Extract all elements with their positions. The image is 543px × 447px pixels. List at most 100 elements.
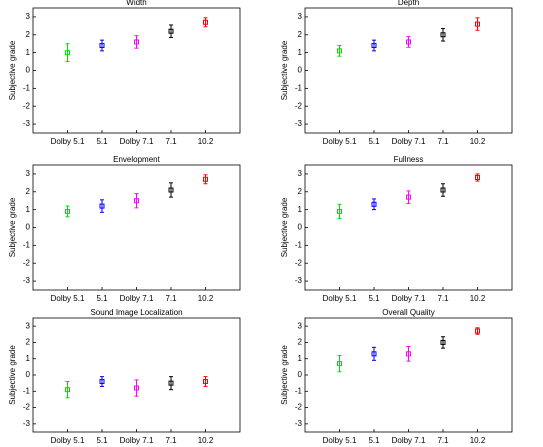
error-bar	[100, 199, 104, 213]
y-tick-label: 1	[298, 205, 303, 214]
y-tick-label: -1	[295, 83, 303, 92]
y-tick-label: -2	[295, 403, 303, 412]
error-bar	[475, 17, 480, 31]
y-axis-label: Subjective grade	[280, 197, 289, 257]
error-bar	[203, 174, 208, 185]
marker	[475, 328, 480, 334]
chart-title: Sound Image Localization	[90, 308, 182, 317]
y-tick-label: 3	[26, 169, 31, 178]
error-bar	[372, 39, 376, 52]
y-tick-label: -2	[23, 101, 31, 110]
plot-frame	[32, 317, 241, 433]
plot-frame	[32, 7, 241, 134]
y-axis-label: Subjective grade	[8, 345, 17, 405]
x-tick-label: 10.2	[470, 294, 486, 303]
x-tick-label: 5.1	[368, 436, 380, 445]
marker	[406, 39, 411, 45]
marker	[134, 385, 139, 391]
y-tick-label: -3	[23, 119, 31, 128]
marker	[337, 208, 342, 214]
plot-frame	[304, 7, 513, 134]
marker	[134, 198, 139, 204]
error-bar	[169, 24, 173, 38]
x-tick-label: 10.2	[470, 137, 486, 146]
x-tick-label: Dolby 5.1	[323, 294, 357, 303]
x-tick-label: 10.2	[470, 436, 486, 445]
error-bar	[169, 376, 173, 391]
marker	[203, 176, 208, 182]
marker	[65, 208, 70, 214]
marker	[475, 175, 480, 180]
x-tick-label: 10.2	[198, 137, 214, 146]
marker	[371, 43, 377, 48]
plot-frame	[304, 164, 513, 291]
y-tick-label: -2	[23, 403, 31, 412]
chart-title: Envelopment	[113, 155, 160, 164]
y-tick-label: -3	[23, 419, 31, 428]
error-bar	[65, 43, 70, 63]
y-tick-label: 0	[298, 223, 303, 232]
y-tick-label: -3	[23, 276, 31, 285]
marker	[203, 379, 208, 385]
marker	[371, 201, 377, 207]
y-tick-label: 2	[298, 187, 303, 196]
y-tick-label: 1	[26, 354, 31, 363]
x-tick-label: 7.1	[437, 137, 449, 146]
y-tick-label: 0	[26, 370, 31, 379]
y-tick-label: -3	[295, 276, 303, 285]
marker	[371, 351, 377, 357]
error-bar	[100, 376, 104, 387]
error-bar	[65, 381, 70, 399]
y-axis-label: Subjective grade	[280, 345, 289, 405]
y-tick-label: 2	[298, 338, 303, 347]
chart-title: Depth	[398, 0, 419, 7]
x-tick-label: 10.2	[198, 294, 214, 303]
marker	[99, 203, 105, 209]
x-tick-label: 7.1	[165, 436, 177, 445]
marker	[168, 187, 174, 193]
x-tick-label: 7.1	[165, 294, 177, 303]
x-tick-label: Dolby 5.1	[51, 294, 85, 303]
y-tick-label: 1	[26, 48, 31, 57]
y-tick-label: 2	[26, 187, 31, 196]
x-tick-label: 10.2	[198, 436, 214, 445]
marker	[99, 379, 105, 385]
x-tick-label: 7.1	[437, 294, 449, 303]
y-tick-label: 0	[298, 66, 303, 75]
x-tick-label: 5.1	[96, 436, 108, 445]
y-tick-label: -3	[295, 119, 303, 128]
error-bar	[65, 205, 70, 218]
y-tick-label: 2	[298, 30, 303, 39]
error-bar	[169, 182, 173, 198]
y-tick-label: 2	[26, 30, 31, 39]
y-tick-label: 1	[298, 48, 303, 57]
error-bar	[337, 45, 342, 57]
y-tick-label: -1	[23, 386, 31, 395]
x-tick-label: Dolby 5.1	[51, 436, 85, 445]
y-tick-label: 0	[26, 66, 31, 75]
error-bar	[406, 190, 411, 204]
error-bar	[406, 36, 411, 48]
y-tick-label: -2	[295, 101, 303, 110]
error-bar	[337, 354, 342, 373]
x-tick-label: Dolby 7.1	[120, 436, 154, 445]
error-bar	[441, 336, 445, 349]
error-bar	[134, 379, 139, 397]
x-tick-label: Dolby 5.1	[323, 137, 357, 146]
marker	[65, 387, 70, 393]
error-bar	[441, 183, 445, 197]
y-tick-label: -1	[295, 386, 303, 395]
error-bar	[134, 193, 139, 209]
error-bar	[406, 346, 411, 362]
y-axis-label: Subjective grade	[8, 40, 17, 100]
y-tick-label: 0	[26, 223, 31, 232]
x-tick-label: 7.1	[437, 436, 449, 445]
marker	[337, 48, 342, 54]
marker	[475, 21, 480, 27]
plot-frame	[304, 317, 513, 433]
marker	[337, 361, 342, 367]
y-tick-label: 3	[26, 321, 31, 330]
chart-title: Width	[126, 0, 146, 7]
error-bar	[337, 203, 342, 220]
error-bar	[100, 39, 104, 52]
